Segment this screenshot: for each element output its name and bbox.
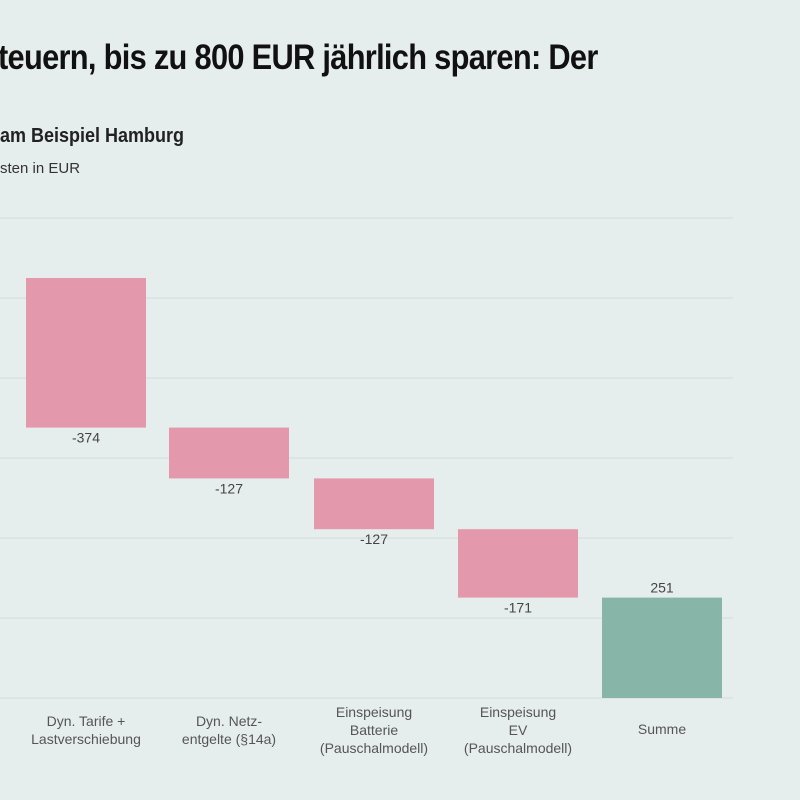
x-tick-label: Batterie (350, 722, 398, 738)
bar-4 (458, 529, 578, 598)
x-tick-label: Dyn. Tarife + (47, 713, 126, 729)
bar-3 (314, 478, 434, 530)
bar-5 (602, 597, 722, 698)
x-tick-label: (Pauschalmodell) (464, 740, 572, 756)
x-tick-label: Summe (638, 721, 686, 737)
y-axis-label: sten in EUR (0, 160, 81, 177)
x-tick-label: (Pauschalmodell) (320, 740, 428, 756)
data-label: -127 (215, 480, 243, 496)
x-tick-label: Einspeisung (480, 704, 556, 720)
x-tick-label: Lastverschiebung (31, 731, 141, 747)
chart-title: teuern, bis zu 800 EUR jährlich sparen: … (0, 38, 598, 77)
bar-1 (26, 278, 146, 428)
x-tick-label: Dyn. Netz- (196, 713, 262, 729)
x-tick-label: Einspeisung (336, 704, 412, 720)
data-label: -374 (72, 430, 100, 446)
bar-2 (169, 427, 289, 479)
data-label: 251 (650, 580, 674, 596)
data-label: -127 (360, 531, 388, 547)
data-label: -171 (504, 600, 532, 616)
x-tick-label: entgelte (§14a) (182, 731, 276, 747)
chart-subtitle: am Beispiel Hamburg (0, 125, 185, 147)
x-tick-label: EV (509, 722, 528, 738)
